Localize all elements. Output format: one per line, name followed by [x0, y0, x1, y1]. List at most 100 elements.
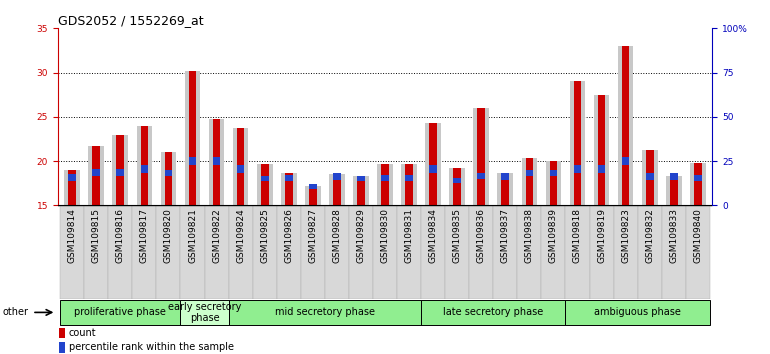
- FancyBboxPatch shape: [349, 205, 373, 299]
- Bar: [497, 172, 513, 205]
- Text: GSM109831: GSM109831: [404, 208, 413, 263]
- FancyBboxPatch shape: [253, 205, 276, 299]
- Bar: [405, 164, 413, 205]
- Bar: [140, 165, 148, 172]
- Bar: [594, 95, 609, 205]
- FancyBboxPatch shape: [156, 205, 180, 299]
- Bar: [642, 150, 658, 205]
- FancyBboxPatch shape: [445, 205, 469, 299]
- Bar: [257, 164, 273, 205]
- Bar: [405, 175, 413, 181]
- Bar: [477, 172, 485, 179]
- Bar: [136, 126, 152, 205]
- Bar: [59, 342, 65, 353]
- Bar: [116, 169, 124, 176]
- FancyBboxPatch shape: [421, 205, 445, 299]
- Text: GSM109840: GSM109840: [693, 208, 702, 263]
- FancyBboxPatch shape: [517, 205, 541, 299]
- Bar: [646, 173, 654, 180]
- Bar: [353, 176, 369, 205]
- FancyBboxPatch shape: [180, 299, 229, 325]
- FancyBboxPatch shape: [565, 299, 710, 325]
- Bar: [357, 176, 365, 205]
- Text: GSM109832: GSM109832: [645, 208, 654, 263]
- Bar: [525, 158, 533, 205]
- FancyBboxPatch shape: [661, 205, 686, 299]
- Bar: [477, 108, 485, 205]
- Bar: [525, 170, 533, 176]
- FancyBboxPatch shape: [541, 205, 565, 299]
- Bar: [333, 174, 340, 205]
- Text: GSM109822: GSM109822: [212, 208, 221, 263]
- Bar: [281, 172, 296, 205]
- Bar: [285, 175, 293, 181]
- Bar: [140, 126, 148, 205]
- Bar: [165, 170, 172, 176]
- Bar: [690, 163, 705, 205]
- Bar: [401, 164, 417, 205]
- Text: GSM109837: GSM109837: [500, 208, 510, 263]
- Bar: [309, 186, 316, 205]
- Bar: [666, 176, 681, 205]
- Text: GSM109833: GSM109833: [669, 208, 678, 263]
- Bar: [59, 328, 65, 338]
- Bar: [69, 170, 76, 205]
- Bar: [429, 123, 437, 205]
- Bar: [209, 120, 224, 205]
- Bar: [381, 164, 389, 205]
- Bar: [570, 81, 585, 205]
- Bar: [357, 176, 365, 181]
- Bar: [598, 165, 605, 172]
- Bar: [521, 158, 537, 205]
- Text: other: other: [2, 307, 28, 318]
- Bar: [237, 165, 245, 172]
- Text: GSM109819: GSM109819: [597, 208, 606, 263]
- Text: GSM109815: GSM109815: [92, 208, 101, 263]
- Text: GSM109823: GSM109823: [621, 208, 630, 263]
- Text: GSM109828: GSM109828: [333, 208, 341, 263]
- Bar: [574, 81, 581, 205]
- Text: GSM109817: GSM109817: [140, 208, 149, 263]
- Bar: [333, 173, 340, 180]
- FancyBboxPatch shape: [469, 205, 494, 299]
- Bar: [309, 184, 316, 188]
- Bar: [621, 46, 629, 205]
- Bar: [185, 71, 200, 205]
- FancyBboxPatch shape: [590, 205, 614, 299]
- Text: GSM109834: GSM109834: [429, 208, 437, 263]
- Text: count: count: [69, 328, 96, 338]
- FancyBboxPatch shape: [638, 205, 661, 299]
- Bar: [89, 146, 104, 205]
- Bar: [501, 172, 509, 205]
- Bar: [65, 170, 80, 205]
- Bar: [189, 156, 196, 165]
- Text: GSM109825: GSM109825: [260, 208, 269, 263]
- Bar: [501, 173, 509, 180]
- Bar: [305, 186, 320, 205]
- Text: mid secretory phase: mid secretory phase: [275, 307, 375, 318]
- FancyBboxPatch shape: [397, 205, 421, 299]
- Bar: [546, 161, 561, 205]
- Bar: [574, 165, 581, 172]
- Bar: [454, 168, 461, 205]
- Bar: [550, 161, 557, 205]
- Bar: [116, 135, 124, 205]
- Bar: [621, 156, 629, 165]
- Bar: [425, 123, 441, 205]
- FancyBboxPatch shape: [494, 205, 517, 299]
- FancyBboxPatch shape: [686, 205, 710, 299]
- Bar: [670, 176, 678, 205]
- Bar: [474, 108, 489, 205]
- Bar: [646, 150, 654, 205]
- Bar: [233, 128, 249, 205]
- Text: GSM109824: GSM109824: [236, 208, 245, 263]
- Text: GSM109827: GSM109827: [308, 208, 317, 263]
- Text: proliferative phase: proliferative phase: [75, 307, 166, 318]
- Text: ambiguous phase: ambiguous phase: [594, 307, 681, 318]
- Text: late secretory phase: late secretory phase: [444, 307, 544, 318]
- Bar: [694, 163, 701, 205]
- Text: GSM109830: GSM109830: [380, 208, 390, 263]
- Text: GSM109838: GSM109838: [525, 208, 534, 263]
- Bar: [598, 95, 605, 205]
- FancyBboxPatch shape: [229, 299, 421, 325]
